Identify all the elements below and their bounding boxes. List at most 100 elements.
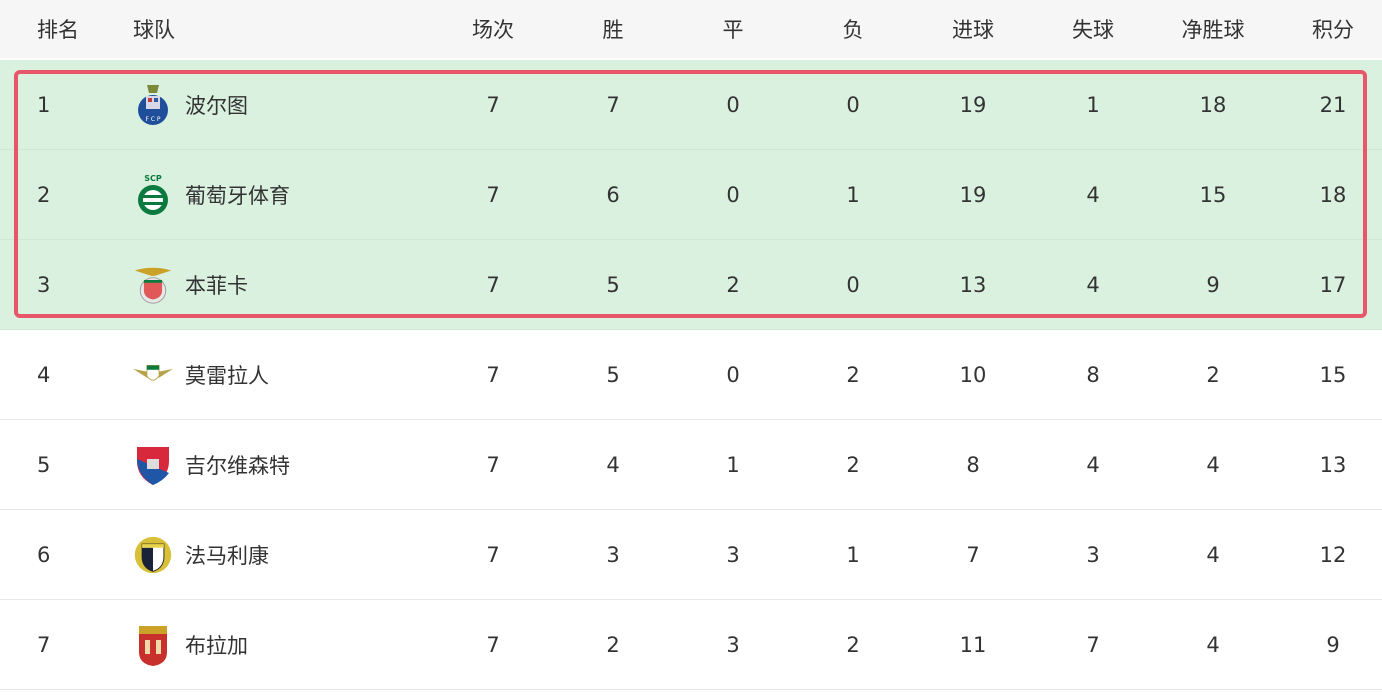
stat-gd: 4	[1206, 632, 1220, 657]
stat-gf: 19	[959, 182, 987, 207]
stat-played: 7	[486, 632, 500, 657]
porto-crest-icon: F C P	[133, 82, 173, 128]
stat-pts: 21	[1319, 92, 1347, 117]
stat-drawn: 1	[726, 452, 740, 477]
team-cell[interactable]: 法马利康	[133, 510, 269, 599]
table-row[interactable]: 4 莫雷拉人 7 5 0 2 10 8 2 15	[0, 330, 1382, 420]
stat-ga: 4	[1086, 452, 1100, 477]
stat-pts: 9	[1326, 632, 1340, 657]
stat-lost: 0	[846, 92, 860, 117]
stat-gf: 10	[959, 362, 987, 387]
table-row[interactable]: 2 SCP 葡萄牙体育 7 6 0 1 19 4 15 18	[0, 150, 1382, 240]
stat-gf: 13	[959, 272, 987, 297]
stat-ga: 3	[1086, 542, 1100, 567]
famalicao-crest-icon	[133, 532, 173, 578]
stat-drawn: 0	[726, 362, 740, 387]
team-name[interactable]: 布拉加	[185, 633, 248, 658]
stat-lost: 1	[846, 182, 860, 207]
team-cell[interactable]: F C P 波尔图	[133, 60, 248, 149]
stat-pts: 17	[1319, 272, 1347, 297]
stat-won: 5	[606, 272, 620, 297]
stat-played: 7	[486, 452, 500, 477]
stat-played: 7	[486, 92, 500, 117]
table-header: 排名 球队 场次 胜 平 负 进球 失球 净胜球 积分	[0, 0, 1382, 58]
team-cell[interactable]: 莫雷拉人	[133, 330, 269, 419]
stat-ga: 8	[1086, 362, 1100, 387]
stat-drawn: 3	[726, 542, 740, 567]
table-row[interactable]: 6 法马利康 7 3 3 1 7 3 4 12	[0, 510, 1382, 600]
team-name[interactable]: 本菲卡	[185, 273, 248, 298]
header-points: 积分	[1312, 18, 1354, 42]
header-goals-for: 进球	[952, 18, 994, 42]
sporting-crest-icon: SCP	[133, 172, 173, 218]
stat-pts: 18	[1319, 182, 1347, 207]
rank: 3	[37, 272, 51, 297]
team-cell[interactable]: 本菲卡	[133, 240, 248, 329]
header-lost: 负	[842, 18, 864, 42]
stat-gd: 9	[1206, 272, 1220, 297]
stat-gf: 7	[966, 542, 980, 567]
team-cell[interactable]: 吉尔维森特	[133, 420, 290, 509]
stat-gd: 2	[1206, 362, 1220, 387]
stat-pts: 15	[1319, 362, 1347, 387]
stat-won: 6	[606, 182, 620, 207]
team-cell[interactable]: 布拉加	[133, 600, 248, 689]
team-cell[interactable]: SCP 葡萄牙体育	[133, 150, 290, 239]
stat-drawn: 3	[726, 632, 740, 657]
team-name[interactable]: 法马利康	[185, 543, 269, 568]
stat-pts: 12	[1319, 542, 1347, 567]
header-drawn: 平	[722, 18, 744, 42]
stat-drawn: 2	[726, 272, 740, 297]
stat-gd: 4	[1206, 542, 1220, 567]
stat-pts: 13	[1319, 452, 1347, 477]
gil-vicente-crest-icon	[133, 442, 173, 488]
stat-gf: 8	[966, 452, 980, 477]
stat-lost: 2	[846, 362, 860, 387]
team-name[interactable]: 波尔图	[185, 93, 248, 118]
stat-played: 7	[486, 542, 500, 567]
stat-gd: 18	[1199, 92, 1227, 117]
stat-played: 7	[486, 272, 500, 297]
stat-gd: 4	[1206, 452, 1220, 477]
rank: 2	[37, 182, 51, 207]
table-row[interactable]: 7 布拉加 7 2 3 2 11 7 4 9	[0, 600, 1382, 690]
stat-lost: 0	[846, 272, 860, 297]
team-name[interactable]: 吉尔维森特	[185, 453, 290, 478]
svg-text:SCP: SCP	[144, 174, 162, 183]
rank: 4	[37, 362, 51, 387]
stat-ga: 4	[1086, 182, 1100, 207]
rank: 6	[37, 542, 51, 567]
table-row[interactable]: 1 F C P 波尔图 7 7 0 0 19 1 18 21	[0, 60, 1382, 150]
team-name[interactable]: 莫雷拉人	[185, 363, 269, 388]
stat-won: 4	[606, 452, 620, 477]
stat-gf: 11	[959, 632, 987, 657]
moreirense-crest-icon	[133, 352, 173, 398]
header-played: 场次	[472, 18, 514, 42]
stat-drawn: 0	[726, 92, 740, 117]
stat-played: 7	[486, 362, 500, 387]
stat-gd: 15	[1199, 182, 1227, 207]
stat-won: 2	[606, 632, 620, 657]
svg-text:F C P: F C P	[145, 116, 160, 123]
rank: 7	[37, 632, 51, 657]
stat-drawn: 0	[726, 182, 740, 207]
stat-won: 7	[606, 92, 620, 117]
braga-crest-icon	[133, 622, 173, 668]
stat-lost: 2	[846, 632, 860, 657]
team-name[interactable]: 葡萄牙体育	[185, 183, 290, 208]
stat-played: 7	[486, 182, 500, 207]
stat-ga: 1	[1086, 92, 1100, 117]
stat-won: 5	[606, 362, 620, 387]
rank: 5	[37, 452, 51, 477]
stat-ga: 7	[1086, 632, 1100, 657]
header-goal-diff: 净胜球	[1181, 18, 1245, 42]
table-row[interactable]: 3 本菲卡 7 5 2 0 13 4 9 17	[0, 240, 1382, 330]
stat-gf: 19	[959, 92, 987, 117]
stat-won: 3	[606, 542, 620, 567]
header-rank: 排名	[37, 18, 79, 42]
header-won: 胜	[602, 18, 624, 42]
rank: 1	[37, 92, 51, 117]
table-row[interactable]: 5 吉尔维森特 7 4 1 2 8 4 4 13	[0, 420, 1382, 510]
header-goals-against: 失球	[1072, 18, 1114, 42]
stat-lost: 2	[846, 452, 860, 477]
